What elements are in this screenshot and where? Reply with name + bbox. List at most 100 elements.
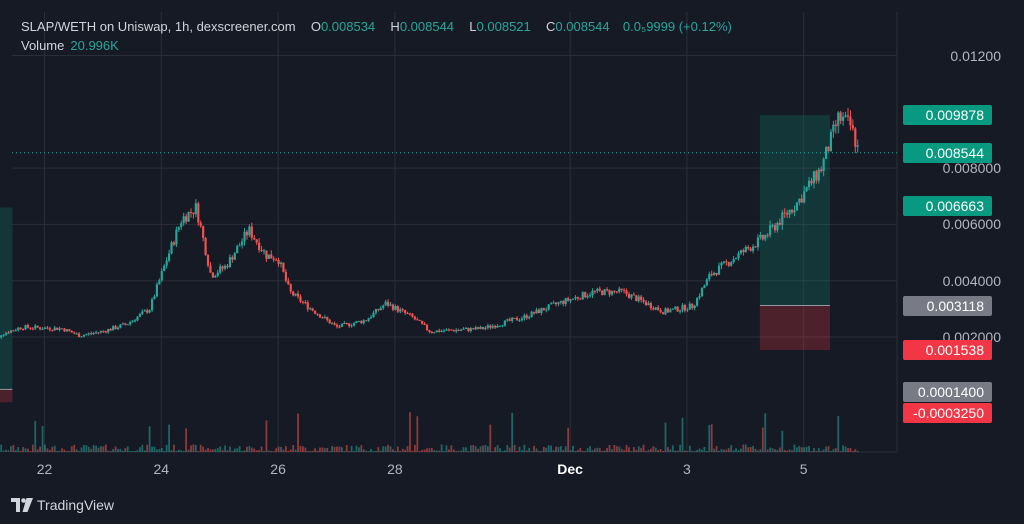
time-tick-label: Dec	[557, 461, 583, 477]
volume-bar	[654, 447, 657, 452]
candle-body	[301, 301, 305, 303]
volume-bar	[433, 450, 436, 452]
tradingview-brand[interactable]: TradingView	[11, 496, 114, 514]
candle-body	[440, 330, 443, 332]
candle-body	[226, 265, 229, 268]
volume-bar	[460, 450, 462, 452]
volume-bar	[438, 450, 441, 452]
plot-area	[12, 12, 897, 452]
candle-body	[705, 279, 708, 286]
volume-bar	[58, 450, 61, 452]
volume-bar	[820, 451, 823, 452]
candle-body	[377, 308, 380, 311]
time-tick-label: 3	[682, 461, 691, 477]
candle-body	[683, 305, 687, 311]
volume-bar	[569, 450, 572, 452]
candle-body	[75, 333, 78, 335]
volume-bar	[443, 451, 445, 452]
candle-body	[12, 330, 15, 332]
volume-bar	[95, 445, 97, 452]
candle-body	[284, 271, 287, 281]
candle-body	[649, 303, 652, 309]
candle-body	[691, 303, 694, 309]
candle-body	[352, 323, 356, 326]
candle-body	[618, 288, 621, 293]
candle-body	[357, 320, 360, 322]
candle-body	[447, 329, 451, 331]
volume-bar	[370, 448, 372, 452]
candle-body	[749, 248, 752, 251]
candle-body	[425, 324, 429, 330]
candle-body	[4, 332, 8, 335]
candle-body	[442, 330, 446, 332]
volume-bar	[353, 451, 355, 452]
candle-body	[248, 226, 251, 236]
volume-bar	[637, 446, 640, 452]
candle-body	[68, 329, 71, 331]
volume-bar	[771, 448, 774, 452]
volume-bar	[613, 444, 616, 452]
volume-bar	[146, 444, 149, 452]
candle-body	[520, 318, 524, 321]
candle-body	[822, 158, 825, 172]
volume-bar	[830, 451, 832, 452]
candle-body	[503, 320, 506, 326]
candle-body	[245, 231, 249, 236]
volume-bar	[727, 448, 730, 452]
candle-body	[19, 327, 22, 329]
volume-bar	[501, 451, 504, 452]
candle-body	[340, 323, 343, 327]
candle-body	[233, 253, 236, 260]
candle-body	[289, 284, 292, 292]
candle-body	[126, 324, 129, 326]
volume-bar	[525, 450, 528, 452]
volume-bar	[839, 451, 842, 452]
candle-body	[408, 313, 412, 315]
high-key: H	[390, 19, 400, 34]
volume-bar	[469, 445, 472, 452]
volume-bar	[842, 445, 845, 452]
candle-body	[842, 116, 845, 121]
volume-bar	[825, 446, 827, 452]
candle-body	[700, 288, 704, 297]
volume-bar	[175, 451, 178, 452]
open-value: 0.008534	[320, 19, 376, 34]
volume-bar	[185, 428, 188, 452]
volume-bar	[39, 446, 42, 452]
volume-bar	[275, 448, 278, 452]
volume-bar	[827, 446, 830, 452]
volume-bar	[112, 449, 115, 452]
candle-body	[401, 309, 404, 311]
volume-bar	[550, 445, 553, 452]
candle-body	[223, 265, 227, 269]
candle-body	[423, 323, 426, 325]
volume-bar	[401, 448, 404, 452]
candle-body	[413, 316, 416, 320]
volume-bar	[277, 446, 280, 452]
volume-bar	[776, 449, 779, 452]
volume-bar	[384, 446, 387, 452]
volume-bar	[523, 444, 526, 452]
candle-body	[129, 321, 132, 325]
volume-bar	[243, 450, 246, 452]
volume-bar	[404, 449, 407, 452]
volume-bar	[615, 446, 618, 452]
volume-bar	[764, 413, 767, 452]
volume-bar	[813, 447, 815, 452]
volume-bar	[722, 449, 725, 452]
candle-body	[491, 325, 494, 328]
volume-bar	[365, 450, 368, 452]
volume-bar	[803, 447, 806, 452]
candle-body	[41, 328, 44, 330]
volume-bar	[423, 449, 426, 452]
volume-bar	[783, 449, 786, 452]
volume-bar	[27, 448, 29, 452]
candle-body	[404, 310, 407, 314]
candle-body	[275, 259, 278, 261]
candle-body	[803, 191, 806, 203]
candle-body	[367, 318, 370, 321]
candle-body	[632, 294, 635, 296]
volume-bar	[75, 449, 78, 452]
volume-bar	[832, 449, 835, 452]
